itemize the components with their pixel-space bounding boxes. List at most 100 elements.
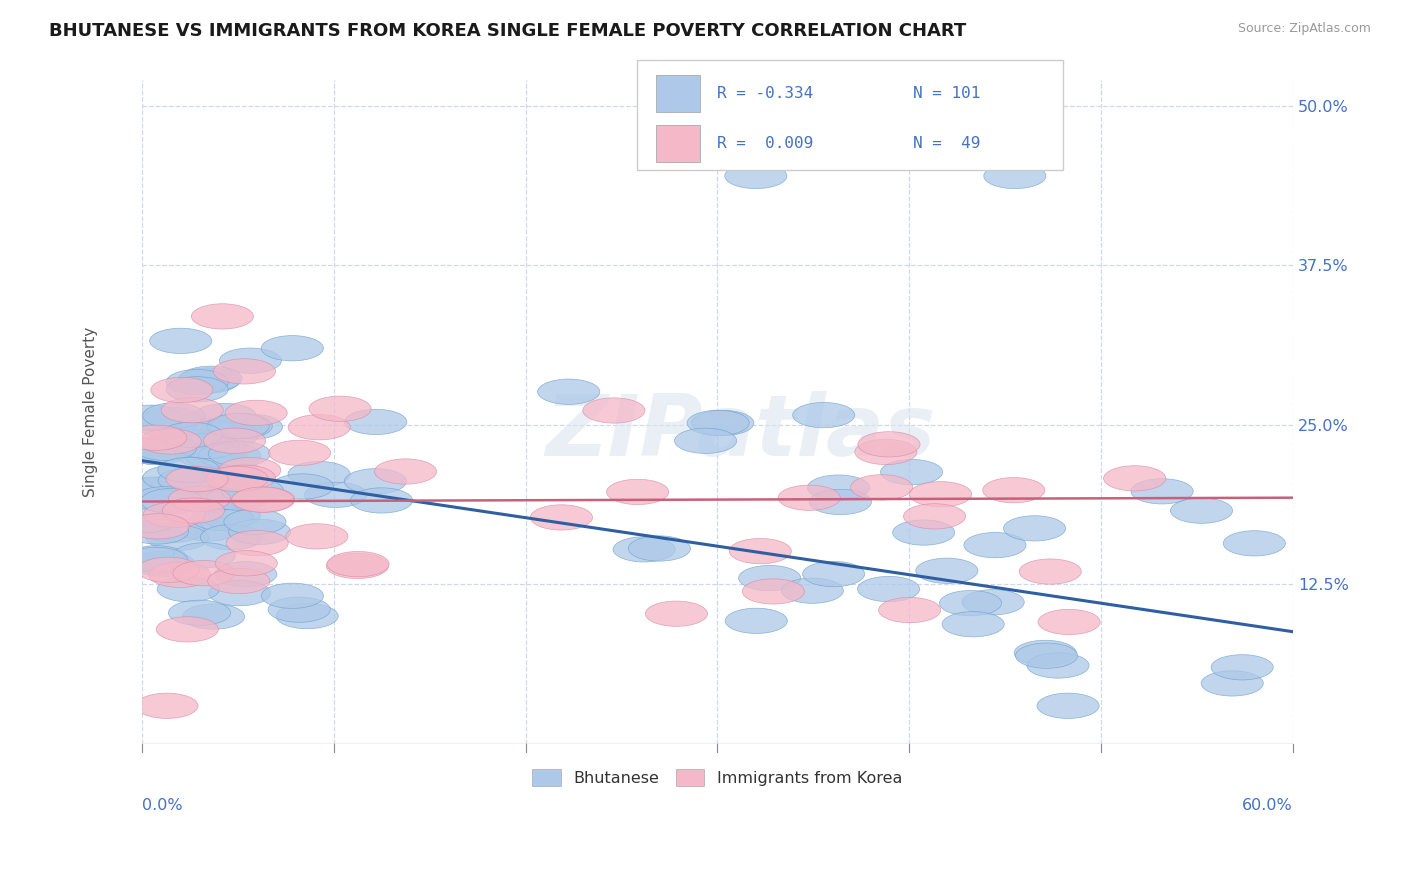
- Ellipse shape: [1130, 479, 1194, 504]
- Ellipse shape: [207, 414, 270, 439]
- Ellipse shape: [176, 442, 238, 467]
- Ellipse shape: [288, 415, 350, 440]
- Ellipse shape: [288, 461, 350, 487]
- Ellipse shape: [893, 520, 955, 545]
- Ellipse shape: [125, 440, 187, 465]
- Ellipse shape: [269, 441, 330, 466]
- Ellipse shape: [262, 335, 323, 361]
- Text: Single Female Poverty: Single Female Poverty: [83, 327, 97, 497]
- Ellipse shape: [150, 377, 212, 402]
- Ellipse shape: [221, 414, 283, 440]
- Ellipse shape: [191, 506, 253, 531]
- Ellipse shape: [139, 429, 201, 454]
- Ellipse shape: [198, 443, 260, 468]
- Ellipse shape: [132, 551, 195, 576]
- Ellipse shape: [730, 539, 792, 564]
- Ellipse shape: [1038, 609, 1099, 634]
- Ellipse shape: [156, 616, 218, 642]
- Ellipse shape: [142, 517, 204, 542]
- Text: 60.0%: 60.0%: [1243, 797, 1294, 813]
- Text: Source: ZipAtlas.com: Source: ZipAtlas.com: [1237, 22, 1371, 36]
- Ellipse shape: [276, 604, 339, 629]
- Ellipse shape: [803, 561, 865, 587]
- Ellipse shape: [157, 458, 219, 483]
- Ellipse shape: [198, 503, 260, 528]
- Ellipse shape: [125, 425, 187, 450]
- Ellipse shape: [195, 423, 259, 448]
- Text: R =  0.009: R = 0.009: [717, 136, 814, 151]
- Ellipse shape: [191, 304, 253, 329]
- Ellipse shape: [855, 439, 917, 465]
- Ellipse shape: [183, 604, 245, 629]
- Ellipse shape: [142, 465, 205, 491]
- Ellipse shape: [613, 537, 675, 562]
- Ellipse shape: [628, 536, 690, 561]
- Ellipse shape: [984, 163, 1046, 188]
- Ellipse shape: [177, 434, 239, 458]
- Text: R = -0.334: R = -0.334: [717, 86, 814, 101]
- Legend: Bhutanese, Immigrants from Korea: Bhutanese, Immigrants from Korea: [526, 763, 910, 792]
- Ellipse shape: [219, 348, 281, 374]
- Ellipse shape: [166, 429, 228, 455]
- Ellipse shape: [214, 359, 276, 384]
- Text: N = 101: N = 101: [912, 86, 980, 101]
- Ellipse shape: [224, 509, 285, 534]
- Ellipse shape: [738, 566, 801, 591]
- Ellipse shape: [807, 475, 869, 500]
- Ellipse shape: [173, 560, 235, 586]
- Ellipse shape: [606, 479, 669, 505]
- Ellipse shape: [778, 485, 841, 510]
- Ellipse shape: [162, 498, 225, 524]
- Ellipse shape: [127, 514, 190, 539]
- Ellipse shape: [326, 553, 388, 579]
- Ellipse shape: [221, 478, 284, 503]
- Ellipse shape: [904, 504, 966, 529]
- Ellipse shape: [134, 487, 195, 512]
- FancyBboxPatch shape: [657, 75, 700, 112]
- Ellipse shape: [157, 576, 219, 602]
- Ellipse shape: [166, 467, 228, 491]
- Ellipse shape: [177, 488, 239, 513]
- Ellipse shape: [208, 441, 270, 467]
- Ellipse shape: [1170, 498, 1233, 524]
- Ellipse shape: [157, 467, 221, 493]
- Ellipse shape: [142, 403, 205, 428]
- Ellipse shape: [184, 432, 246, 457]
- Ellipse shape: [129, 477, 191, 502]
- Ellipse shape: [207, 485, 269, 510]
- Ellipse shape: [271, 474, 333, 500]
- Ellipse shape: [262, 583, 323, 608]
- Ellipse shape: [583, 398, 645, 423]
- Ellipse shape: [344, 468, 406, 494]
- Ellipse shape: [688, 410, 749, 435]
- Ellipse shape: [793, 402, 855, 428]
- Ellipse shape: [1223, 531, 1285, 556]
- Ellipse shape: [177, 368, 239, 393]
- Ellipse shape: [965, 533, 1026, 558]
- Ellipse shape: [675, 428, 737, 453]
- Ellipse shape: [177, 516, 239, 541]
- Ellipse shape: [858, 576, 920, 602]
- Ellipse shape: [1026, 653, 1090, 678]
- Ellipse shape: [1015, 643, 1077, 668]
- Ellipse shape: [200, 524, 263, 549]
- Ellipse shape: [174, 419, 238, 444]
- Ellipse shape: [1014, 640, 1076, 665]
- Ellipse shape: [226, 531, 288, 556]
- Ellipse shape: [725, 608, 787, 633]
- Ellipse shape: [915, 558, 979, 583]
- Ellipse shape: [305, 483, 367, 508]
- Ellipse shape: [146, 525, 208, 550]
- Ellipse shape: [285, 524, 349, 549]
- Ellipse shape: [194, 403, 256, 429]
- Ellipse shape: [962, 590, 1024, 615]
- Ellipse shape: [135, 435, 197, 460]
- FancyBboxPatch shape: [657, 125, 700, 161]
- Ellipse shape: [1104, 466, 1166, 491]
- Ellipse shape: [169, 486, 231, 511]
- Ellipse shape: [173, 542, 235, 568]
- Ellipse shape: [160, 422, 222, 448]
- Ellipse shape: [229, 519, 291, 544]
- Ellipse shape: [204, 428, 266, 453]
- Ellipse shape: [880, 459, 942, 484]
